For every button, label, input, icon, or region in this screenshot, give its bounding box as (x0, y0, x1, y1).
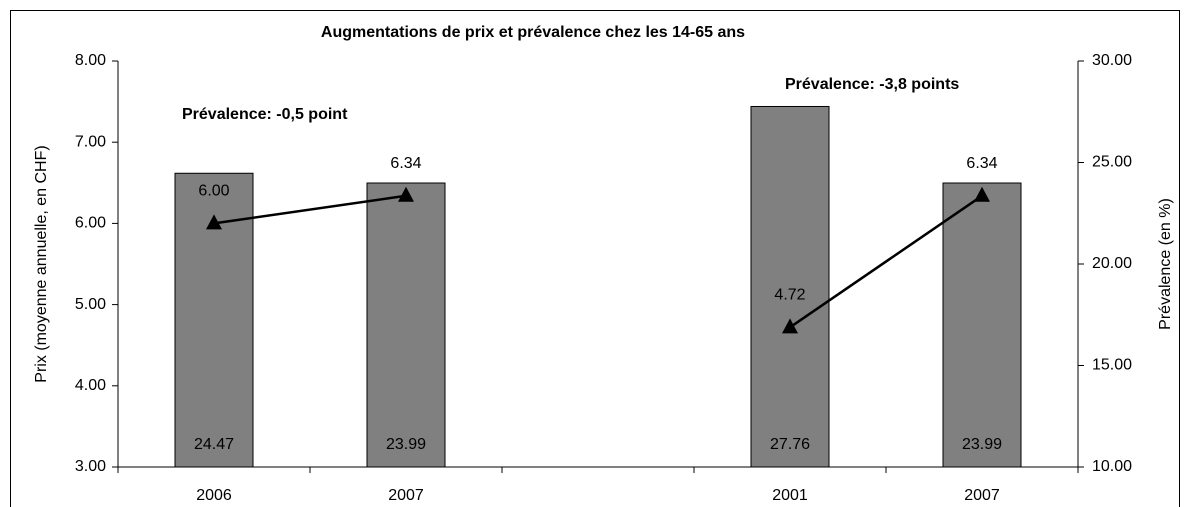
y-tick-label: 4.00 (75, 377, 106, 394)
point-value-label: 6.00 (198, 183, 229, 200)
point-value-label: 6.34 (390, 155, 421, 172)
point-value-label: 6.34 (966, 155, 997, 172)
marker (206, 214, 222, 230)
y2-tick-label: 30.00 (1092, 52, 1132, 69)
annotation: Prévalence: -3,8 points (785, 76, 959, 93)
x-tick-label: 2007 (964, 487, 1000, 504)
marker (974, 186, 990, 202)
y2-tick-label: 10.00 (1092, 458, 1132, 475)
bar-value-label: 27.76 (770, 436, 810, 453)
y2-tick-label: 15.00 (1092, 357, 1132, 374)
y2-axis-label: Prévalence (en %) (1157, 198, 1174, 330)
bar (174, 172, 254, 468)
y-axis-label: Prix (moyenne annuelle, en CHF) (33, 145, 50, 382)
x-tick-label: 2006 (196, 487, 232, 504)
y-tick-label: 6.00 (75, 215, 106, 232)
chart-title: Augmentations de prix et prévalence chez… (321, 24, 745, 41)
y-tick-label: 7.00 (75, 133, 106, 150)
marker (398, 186, 414, 202)
bar (942, 182, 1022, 468)
bar (750, 105, 830, 468)
bar-value-label: 24.47 (194, 436, 234, 453)
line (789, 194, 983, 329)
annotation: Prévalence: -0,5 point (182, 106, 348, 123)
y-tick-label: 8.00 (75, 52, 106, 69)
bar-value-label: 23.99 (962, 436, 1002, 453)
y2-tick-label: 20.00 (1092, 255, 1132, 272)
y2-tick-label: 25.00 (1092, 154, 1132, 171)
chart-frame (10, 10, 1180, 507)
line (213, 194, 407, 225)
y-tick-label: 3.00 (75, 458, 106, 475)
y-tick-label: 5.00 (75, 296, 106, 313)
point-value-label: 4.72 (774, 287, 805, 304)
x-tick-label: 2007 (388, 487, 424, 504)
bar (366, 182, 446, 468)
bar-value-label: 23.99 (386, 436, 426, 453)
x-tick-label: 2001 (772, 487, 808, 504)
marker (782, 318, 798, 334)
